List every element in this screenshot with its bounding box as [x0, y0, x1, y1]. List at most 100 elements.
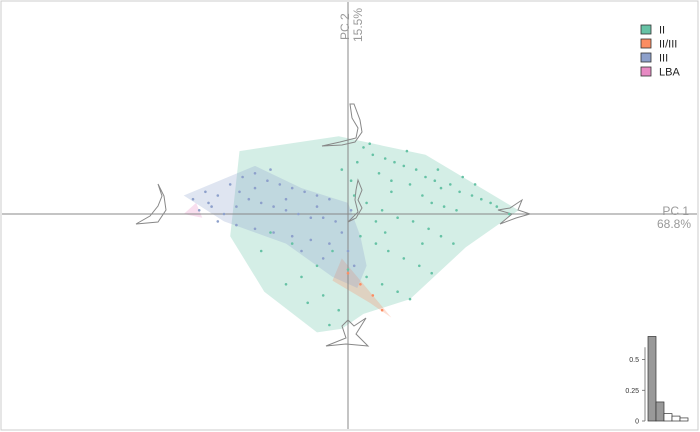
inset-tick-label: 0.5 [629, 357, 639, 364]
point-ii [284, 283, 288, 286]
point-iii [290, 234, 294, 238]
point-ii [439, 186, 443, 190]
point-ii [408, 297, 412, 301]
inset-bar [663, 413, 673, 422]
point-ii [411, 220, 415, 223]
point-ii [371, 153, 375, 157]
point-iii [259, 201, 263, 205]
point-ii [259, 249, 263, 253]
point-ii [352, 194, 356, 197]
point-iii [297, 212, 300, 216]
point-ii [362, 146, 365, 149]
legend-swatch-ii-iii [640, 38, 652, 49]
x-axis-label: PC 1 [662, 204, 689, 218]
point-iii [210, 205, 213, 208]
point-ii [414, 168, 418, 171]
point-ii [356, 160, 359, 164]
point-ii [346, 268, 350, 271]
point-ii [461, 175, 465, 179]
point-ii [383, 231, 387, 234]
point-ii [306, 301, 310, 305]
point-ii [433, 179, 437, 182]
point-ii [387, 249, 390, 253]
point-ii-iii [371, 294, 375, 297]
point-iii [222, 212, 226, 216]
point-iii [191, 197, 195, 201]
point-iii [197, 209, 201, 212]
point-ii-iii [346, 271, 350, 275]
data-points [191, 142, 511, 327]
point-iii [278, 183, 282, 186]
point-iii [204, 190, 207, 194]
shape-outline-4 [497, 198, 532, 225]
shape-outline-5 [347, 178, 363, 223]
point-iii [321, 257, 325, 260]
inset-bar [647, 336, 657, 422]
point-ii [507, 212, 511, 216]
point-ii [349, 179, 353, 182]
point-ii [269, 231, 272, 234]
point-ii [315, 264, 319, 268]
point-ii [452, 242, 455, 245]
point-iii [346, 249, 350, 253]
point-ii [455, 209, 458, 212]
legend-swatch-ii [640, 24, 652, 35]
point-iii [284, 197, 288, 201]
shape-outline-1 [321, 103, 363, 147]
hull-ii [230, 136, 519, 333]
point-iii [349, 209, 353, 212]
point-ii [383, 157, 387, 160]
point-iii [290, 186, 294, 190]
point-ii [374, 220, 378, 223]
point-ii [393, 160, 396, 164]
y-axis-label: PC 2 [338, 13, 352, 40]
point-iii [334, 220, 337, 223]
point-ii [439, 234, 443, 238]
point-ii [331, 249, 334, 253]
point-ii [473, 183, 477, 186]
point-iii [315, 194, 319, 197]
point-ii [421, 242, 424, 245]
point-iii [216, 220, 220, 223]
point-ii [380, 283, 384, 286]
point-iii [321, 216, 325, 219]
point-ii-iii [359, 283, 362, 286]
inset-bar [679, 417, 689, 422]
point-ii [495, 205, 499, 208]
point-iii [235, 205, 238, 208]
hull-iii [183, 165, 367, 288]
point-ii [374, 242, 378, 245]
point-iii [238, 190, 241, 194]
point-iii [309, 216, 313, 219]
point-ii [442, 205, 446, 208]
point-iii [272, 231, 275, 234]
point-ii [328, 323, 331, 327]
point-iii [241, 175, 244, 179]
point-ii [458, 190, 461, 194]
point-ii [424, 175, 427, 179]
point-ii [290, 242, 294, 245]
point-ii [359, 234, 362, 238]
legend: II II/III III LBA [640, 24, 680, 79]
point-ii [449, 183, 452, 186]
inset-bar [671, 415, 681, 422]
point-ii [390, 190, 393, 194]
point-ii [480, 197, 483, 201]
point-iii [309, 238, 313, 242]
inset-bar [655, 401, 665, 422]
point-iii [216, 194, 220, 197]
point-iii [284, 209, 288, 212]
point-ii [321, 294, 325, 297]
point-ii [402, 164, 406, 168]
point-iii [207, 201, 210, 205]
point-ii [421, 194, 424, 197]
point-iii [328, 242, 331, 245]
legend-swatch-iii [640, 52, 652, 63]
point-ii [418, 264, 421, 268]
x-axis-sublabel: 68.8% [657, 217, 691, 231]
point-ii [405, 149, 409, 153]
inset-barplot: 0 0.25 0.5 [625, 336, 689, 426]
point-ii [365, 201, 368, 205]
